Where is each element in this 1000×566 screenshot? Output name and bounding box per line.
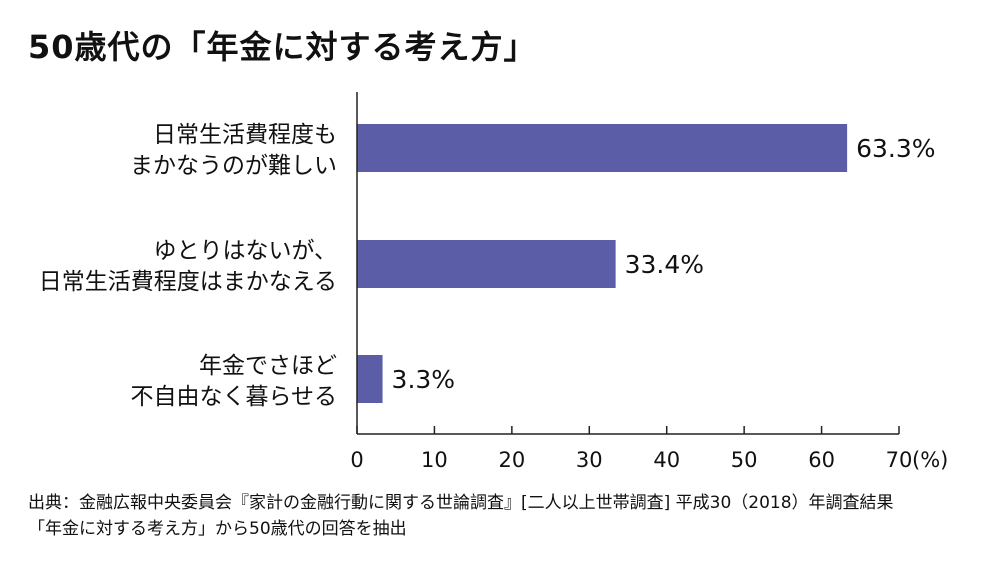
data-label: 63.3%: [856, 134, 935, 163]
x-unit-label: (%): [912, 448, 948, 472]
bar: [357, 240, 616, 288]
bar: [357, 124, 848, 172]
source-line-2: 「年金に対する考え方」から50歳代の回答を抽出: [28, 519, 407, 539]
category-label: まかなうのが難しい: [130, 153, 337, 179]
category-label: ゆとりはないが、: [153, 238, 337, 264]
x-tick-label: 20: [498, 448, 525, 472]
category-label: 日常生活費程度も: [153, 122, 337, 148]
data-label: 33.4%: [625, 250, 704, 279]
x-tick-label: 10: [421, 448, 448, 472]
category-label: 不自由なく暮らせる: [130, 384, 337, 410]
bar: [357, 355, 383, 403]
category-label: 日常生活費程度はまかなえる: [39, 269, 337, 295]
x-tick-label: 0: [350, 448, 363, 472]
x-tick-label: 30: [576, 448, 603, 472]
x-tick-label: 70: [886, 448, 913, 472]
source-line-1: 出典：金融広報中央委員会『家計の金融行動に関する世論調査』[二人以上世帯調査] …: [28, 493, 894, 513]
x-tick-label: 40: [653, 448, 680, 472]
chart-title: 50歳代の「年金に対する考え方」: [28, 28, 537, 66]
x-tick-label: 50: [731, 448, 758, 472]
source-note: 出典：金融広報中央委員会『家計の金融行動に関する世論調査』[二人以上世帯調査] …: [28, 490, 894, 542]
data-label: 3.3%: [392, 365, 456, 394]
category-label: 年金でさほど: [199, 353, 337, 379]
x-tick-label: 60: [808, 448, 835, 472]
